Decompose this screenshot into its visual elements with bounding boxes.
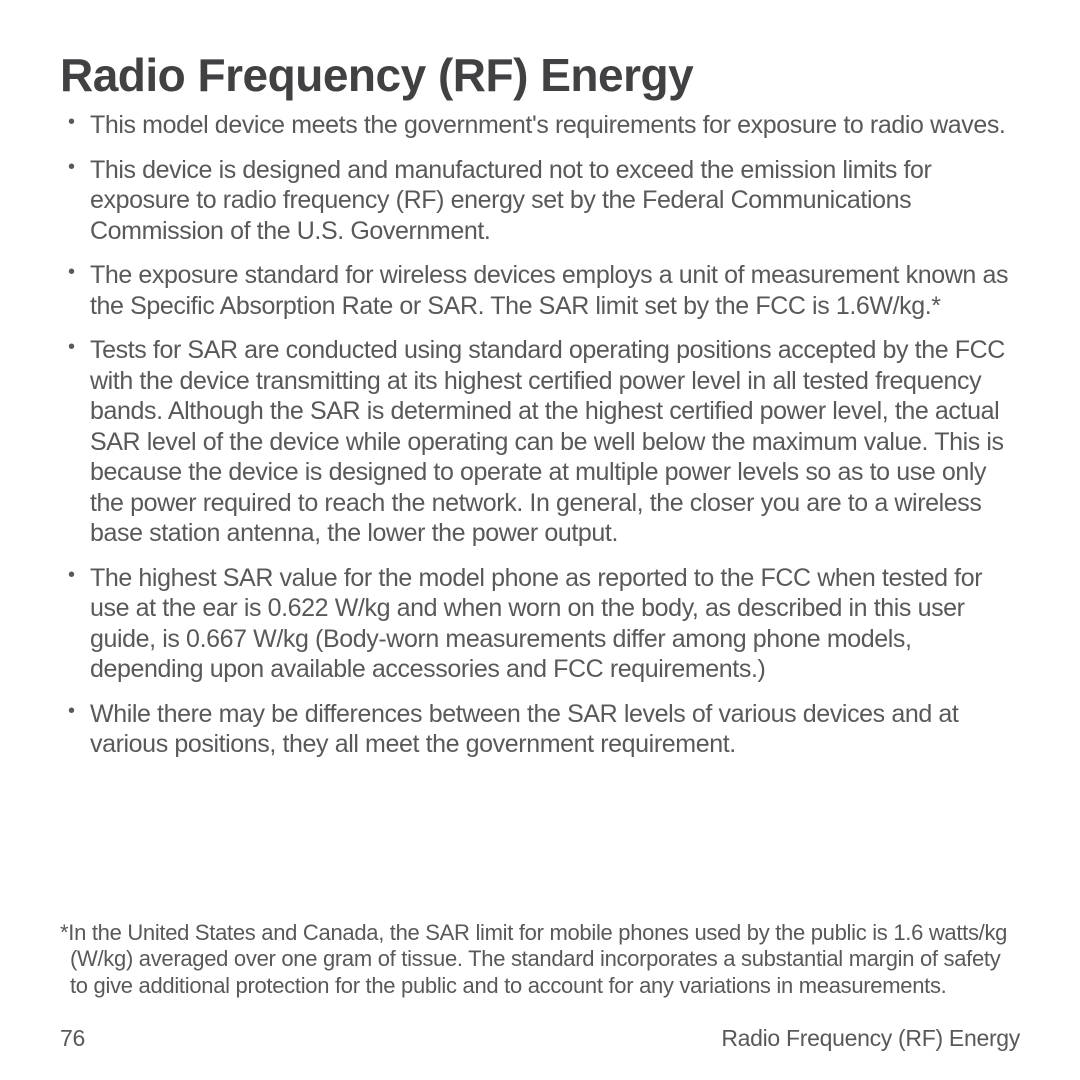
footer-section: Radio Frequency (RF) Energy	[721, 1025, 1020, 1052]
list-item: While there may be differences between t…	[90, 699, 1020, 760]
list-item: The highest SAR value for the model phon…	[90, 563, 1020, 685]
list-item: The exposure standard for wireless devic…	[90, 260, 1020, 321]
list-item: This device is designed and manufactured…	[90, 155, 1020, 247]
bullet-list: This model device meets the government's…	[60, 110, 1020, 760]
page-title: Radio Frequency (RF) Energy	[60, 48, 1020, 102]
footnote: *In the United States and Canada, the SA…	[60, 920, 1020, 1000]
document-page: Radio Frequency (RF) Energy This model d…	[0, 0, 1080, 1080]
list-item: This model device meets the government's…	[90, 110, 1020, 141]
page-number: 76	[60, 1025, 85, 1052]
page-footer: 76 Radio Frequency (RF) Energy	[60, 1025, 1020, 1052]
list-item: Tests for SAR are conducted using standa…	[90, 335, 1020, 549]
